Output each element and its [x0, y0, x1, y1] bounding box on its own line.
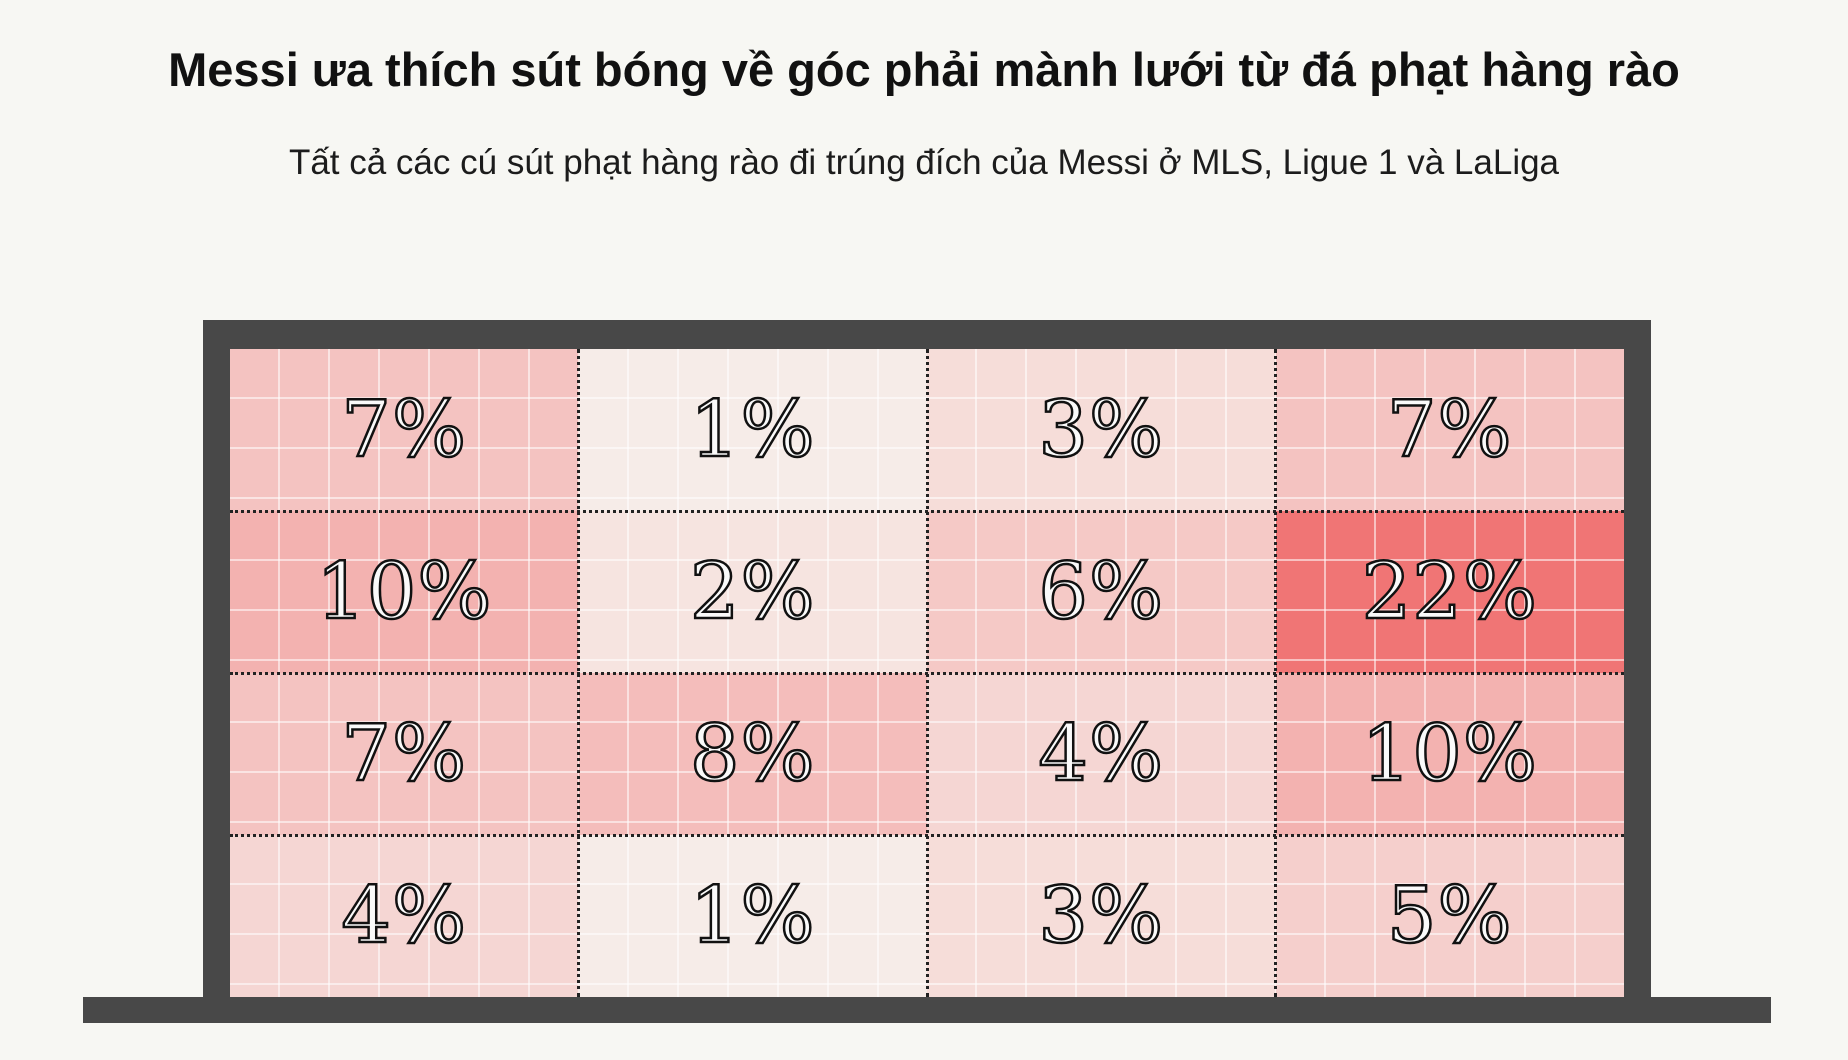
heatmap-cell-r4-c1: 4%: [230, 835, 579, 997]
heatmap-cell-r3-c4: 10%: [1275, 673, 1624, 835]
heatmap-cell-label: 7%: [340, 709, 468, 799]
heatmap-cell-r4-c3: 3%: [927, 835, 1276, 997]
heatmap-cell-label: 8%: [689, 709, 816, 799]
heatmap-cell-r1-c3: 3%: [927, 349, 1276, 511]
heatmap-cell-r2-c2: 2%: [578, 511, 927, 673]
ground-line: [83, 997, 1771, 1023]
heatmap-cell-label: 1%: [689, 385, 816, 475]
goal-net-heatmap: 7% 1% 3% 7% 10% 2% 6% 22% 7% 8% 4% 10% 4% 1% 3% 5%: [230, 349, 1624, 997]
grid-divider-horizontal: [230, 833, 1624, 837]
heatmap-cell-r1-c1: 7%: [230, 349, 579, 511]
heatmap-cell-r1-c2: 1%: [578, 349, 927, 511]
heatmap-cell-label: 10%: [1360, 709, 1538, 799]
grid-divider-horizontal: [230, 671, 1624, 675]
heatmap-cell-r3-c1: 7%: [230, 673, 579, 835]
heatmap-cell-label: 4%: [1037, 709, 1165, 799]
heatmap-cell-r4-c4: 5%: [1275, 835, 1624, 997]
heatmap-cell-label: 5%: [1386, 871, 1513, 961]
heatmap-cell-r4-c2: 1%: [578, 835, 927, 997]
heatmap-cell-label: 22%: [1360, 547, 1538, 637]
heatmap-cell-label: 7%: [1386, 385, 1513, 475]
heatmap-cell-label: 3%: [1037, 871, 1165, 961]
heatmap-cell-label: 4%: [340, 871, 468, 961]
heatmap-cell-r3-c3: 4%: [927, 673, 1276, 835]
chart-subtitle: Tất cả các cú sút phạt hàng rào đi trúng…: [288, 143, 1560, 182]
heatmap-cell-r3-c2: 8%: [578, 673, 927, 835]
heatmap-cell-r2-c1: 10%: [230, 511, 579, 673]
heatmap-cell-label: 3%: [1037, 385, 1165, 475]
grid-divider-horizontal: [230, 509, 1624, 513]
heatmap-cell-label: 1%: [689, 871, 816, 961]
heatmap-cell-label: 7%: [340, 385, 468, 475]
heatmap-cell-label: 10%: [315, 547, 493, 637]
heatmap-cell-label: 6%: [1037, 547, 1165, 637]
heatmap-cell-label: 2%: [689, 547, 816, 637]
chart-title: Messi ưa thích sút bóng về góc phải mành…: [168, 43, 1680, 96]
heatmap-cell-r2-c4: 22%: [1275, 511, 1624, 673]
heatmap-cell-r1-c4: 7%: [1275, 349, 1624, 511]
heatmap-cell-r2-c3: 6%: [927, 511, 1276, 673]
